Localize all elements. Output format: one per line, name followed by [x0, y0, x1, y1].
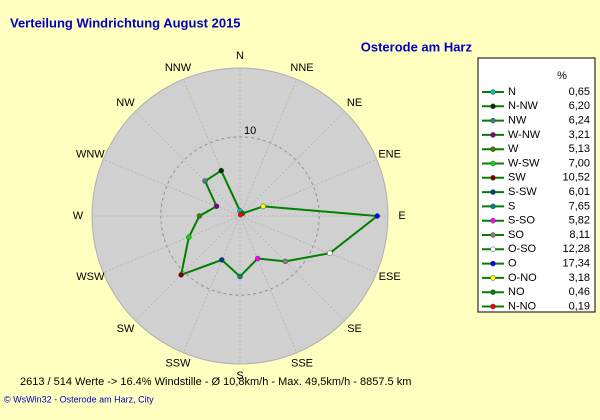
legend-value: 5,13 — [569, 143, 590, 155]
point — [218, 167, 224, 174]
legend-marker — [490, 189, 496, 195]
legend-name: S — [508, 200, 515, 212]
legend-marker — [490, 289, 496, 295]
point — [282, 258, 289, 265]
legend-name: W — [508, 143, 519, 155]
legend-marker — [490, 89, 496, 95]
legend-name: O-NO — [508, 272, 537, 284]
direction-label: WNW — [76, 149, 105, 161]
direction-label: SW — [117, 323, 135, 335]
direction-label: WSW — [76, 271, 105, 283]
legend-name: N — [508, 86, 516, 98]
spoke — [182, 79, 241, 217]
direction-label: SE — [347, 323, 362, 335]
legend-marker — [490, 232, 496, 238]
legend-marker — [490, 260, 496, 267]
legend-name: N-NO — [508, 300, 537, 312]
legend-value: 0,46 — [569, 286, 590, 298]
legend-marker — [490, 132, 496, 138]
legend-marker — [490, 160, 496, 167]
point — [178, 272, 184, 278]
legend-name: W-SW — [508, 157, 540, 169]
legend-marker — [490, 103, 496, 110]
spoke — [182, 215, 241, 353]
spoke — [103, 215, 241, 274]
legend-name: W-NW — [508, 129, 541, 141]
legend-name: S-SO — [508, 215, 535, 227]
legend-name: NO — [508, 286, 525, 298]
legend-value: 7,65 — [569, 200, 590, 212]
direction-label: ESE — [379, 271, 401, 283]
point — [196, 213, 203, 219]
point — [213, 203, 220, 210]
legend-name: O — [508, 258, 517, 270]
point — [237, 211, 244, 218]
spoke — [239, 110, 346, 217]
legend-marker — [490, 203, 496, 210]
direction-label: NE — [347, 97, 362, 109]
direction-label: NNE — [290, 62, 313, 74]
legend-marker — [490, 275, 496, 281]
point — [186, 234, 192, 240]
point — [254, 255, 261, 262]
spoke — [239, 215, 377, 274]
legend-name: S-SW — [508, 186, 537, 198]
direction-label: ENE — [378, 149, 401, 161]
legend-value: 3,21 — [569, 129, 590, 141]
spoke — [134, 215, 241, 322]
legend-value: 17,34 — [562, 258, 590, 270]
ring-label: 10 — [244, 125, 256, 137]
legend-value: 0,65 — [569, 86, 590, 98]
direction-label: NW — [116, 97, 135, 109]
chart-title: Verteilung Windrichtung August 2015 — [10, 15, 241, 30]
legend-value: 6,24 — [569, 115, 590, 127]
legend-box — [477, 57, 596, 313]
direction-label: W — [73, 210, 84, 222]
direction-label: N — [236, 50, 244, 62]
chart-subtitle: Osterode am Harz — [361, 39, 473, 54]
legend-name: SW — [508, 172, 526, 184]
legend-value: 7,00 — [569, 157, 590, 169]
legend-name: O-SO — [508, 243, 537, 255]
copyright: © WsWin32 - Osterode am Harz, City — [4, 394, 154, 404]
direction-label: NNW — [165, 62, 192, 74]
legend-title: % — [557, 70, 567, 82]
legend-value: 3,18 — [569, 272, 590, 284]
point — [202, 178, 208, 184]
legend-value: 6,01 — [569, 186, 590, 198]
point — [374, 213, 380, 219]
point — [219, 257, 225, 263]
legend-name: SO — [508, 229, 524, 241]
spoke — [134, 110, 241, 217]
point — [260, 203, 267, 210]
spoke — [239, 79, 298, 217]
legend-marker — [490, 303, 496, 310]
legend-marker — [490, 246, 496, 253]
direction-label: S — [236, 370, 243, 382]
direction-label: SSE — [291, 358, 313, 370]
direction-label: E — [398, 210, 405, 222]
legend-value: 12,28 — [562, 243, 590, 255]
direction-label: SSW — [165, 358, 191, 370]
legend-value: 8,11 — [569, 229, 590, 241]
point — [237, 273, 243, 280]
legend-value: 10,52 — [562, 172, 590, 184]
footer-stats: 2613 / 514 Werte -> 16.4% Windstille - Ø… — [20, 376, 411, 388]
spoke — [239, 215, 346, 322]
legend-value: 0,19 — [569, 300, 590, 312]
legend-name: NW — [508, 115, 527, 127]
point — [327, 250, 333, 256]
spoke — [239, 215, 298, 353]
legend-marker — [490, 217, 496, 224]
grid-ring — [160, 136, 320, 296]
legend-marker — [490, 175, 496, 181]
legend-name: N-NW — [508, 100, 539, 112]
legend-marker — [490, 117, 496, 124]
legend-marker — [490, 146, 496, 152]
legend-value: 6,20 — [569, 100, 590, 112]
legend-value: 5,82 — [569, 215, 590, 227]
